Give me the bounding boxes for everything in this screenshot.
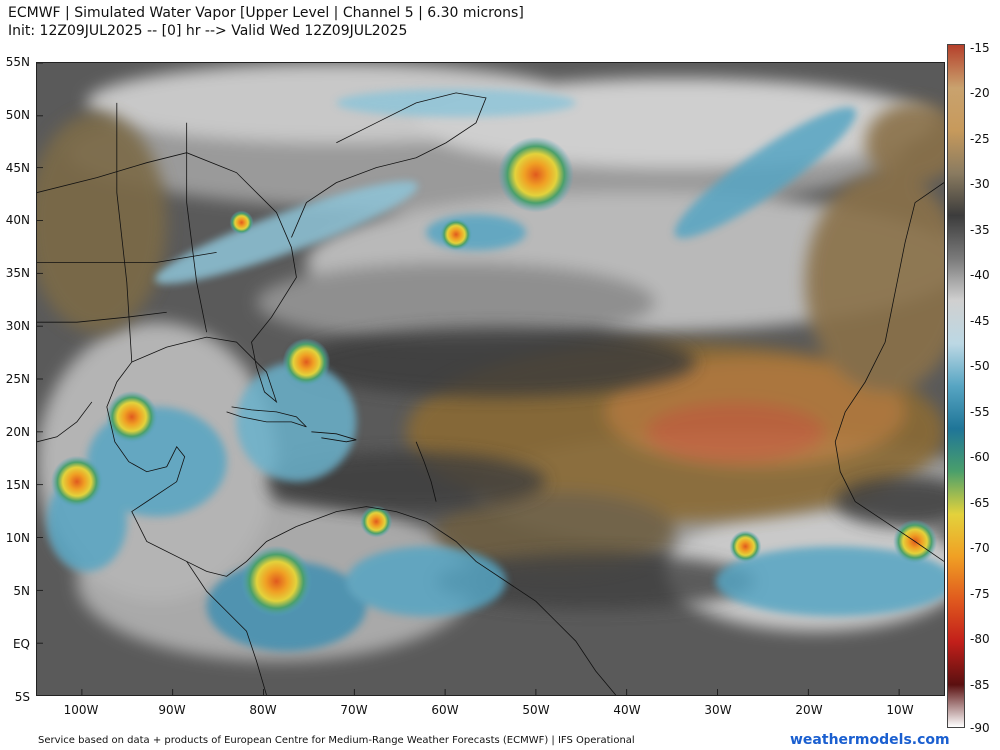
colorbar-label: -70 [970, 541, 990, 555]
storm-cell [497, 136, 574, 213]
lon-label-100w: 100W [63, 703, 99, 717]
lon-label-40w: 40W [613, 703, 641, 717]
lat-label-10n: 10N [5, 531, 30, 545]
lat-label-5s: 5S [14, 690, 30, 704]
colorbar-label: -25 [970, 132, 990, 146]
lat-label-5n: 5N [13, 584, 30, 598]
colorbar-label: -45 [970, 314, 990, 328]
lon-label-30w: 30W [704, 703, 732, 717]
colorbar [947, 44, 965, 728]
lat-label-25n: 25N [5, 372, 30, 386]
lat-label-15n: 15N [5, 478, 30, 492]
lat-label-35n: 35N [5, 266, 30, 280]
lat-label-40n: 40N [5, 213, 30, 227]
colorbar-label: -55 [970, 405, 990, 419]
lat-label-20n: 20N [5, 425, 30, 439]
storm-cell [105, 390, 158, 443]
lon-label-80w: 80W [249, 703, 277, 717]
storm-cell [282, 338, 331, 386]
map-subtitle: Init: 12Z09JUL2025 -- [0] hr --> Valid W… [8, 23, 408, 39]
lon-label-50w: 50W [522, 703, 550, 717]
colorbar-label: -85 [970, 678, 990, 692]
graticule-ticks [37, 63, 900, 695]
colorbar-label: -80 [970, 632, 990, 646]
colorbar-label: -30 [970, 177, 990, 191]
footer-credit: Service based on data + products of Euro… [38, 735, 635, 746]
storm-cell [729, 530, 762, 563]
coastlines [37, 92, 944, 695]
map-canvas [37, 63, 944, 695]
brand-link[interactable]: weathermodels.com [790, 732, 950, 748]
lat-label-45n: 45N [5, 161, 30, 175]
lat-label-eq: EQ [12, 637, 30, 651]
lat-label-30n: 30N [5, 319, 30, 333]
storm-cell [50, 455, 103, 508]
dark-channels [266, 327, 944, 610]
convective-cells [50, 136, 938, 618]
colorbar-label: -15 [970, 41, 990, 55]
lon-label-70w: 70W [340, 703, 368, 717]
colorbar-label: -65 [970, 496, 990, 510]
colorbar-label: -75 [970, 587, 990, 601]
storm-cell [240, 545, 313, 618]
colorbar-label: -20 [970, 86, 990, 100]
lat-label-55n: 55N [5, 55, 30, 69]
lon-label-60w: 60W [431, 703, 459, 717]
colorbar-label: -60 [970, 450, 990, 464]
storm-cell [360, 505, 393, 538]
storm-cell [229, 210, 254, 235]
lon-label-10w: 10W [886, 703, 914, 717]
colorbar-label: -90 [970, 721, 990, 735]
dry-air-field [37, 102, 944, 572]
lon-label-90w: 90W [158, 703, 186, 717]
colorbar-label: -40 [970, 268, 990, 282]
map-title: ECMWF | Simulated Water Vapor [Upper Lev… [8, 5, 524, 21]
colorbar-label: -50 [970, 359, 990, 373]
colorbar-label: -35 [970, 223, 990, 237]
lon-label-20w: 20W [795, 703, 823, 717]
water-vapor-map[interactable] [36, 62, 945, 696]
storm-cell [440, 218, 473, 251]
lat-label-50n: 50N [5, 108, 30, 122]
